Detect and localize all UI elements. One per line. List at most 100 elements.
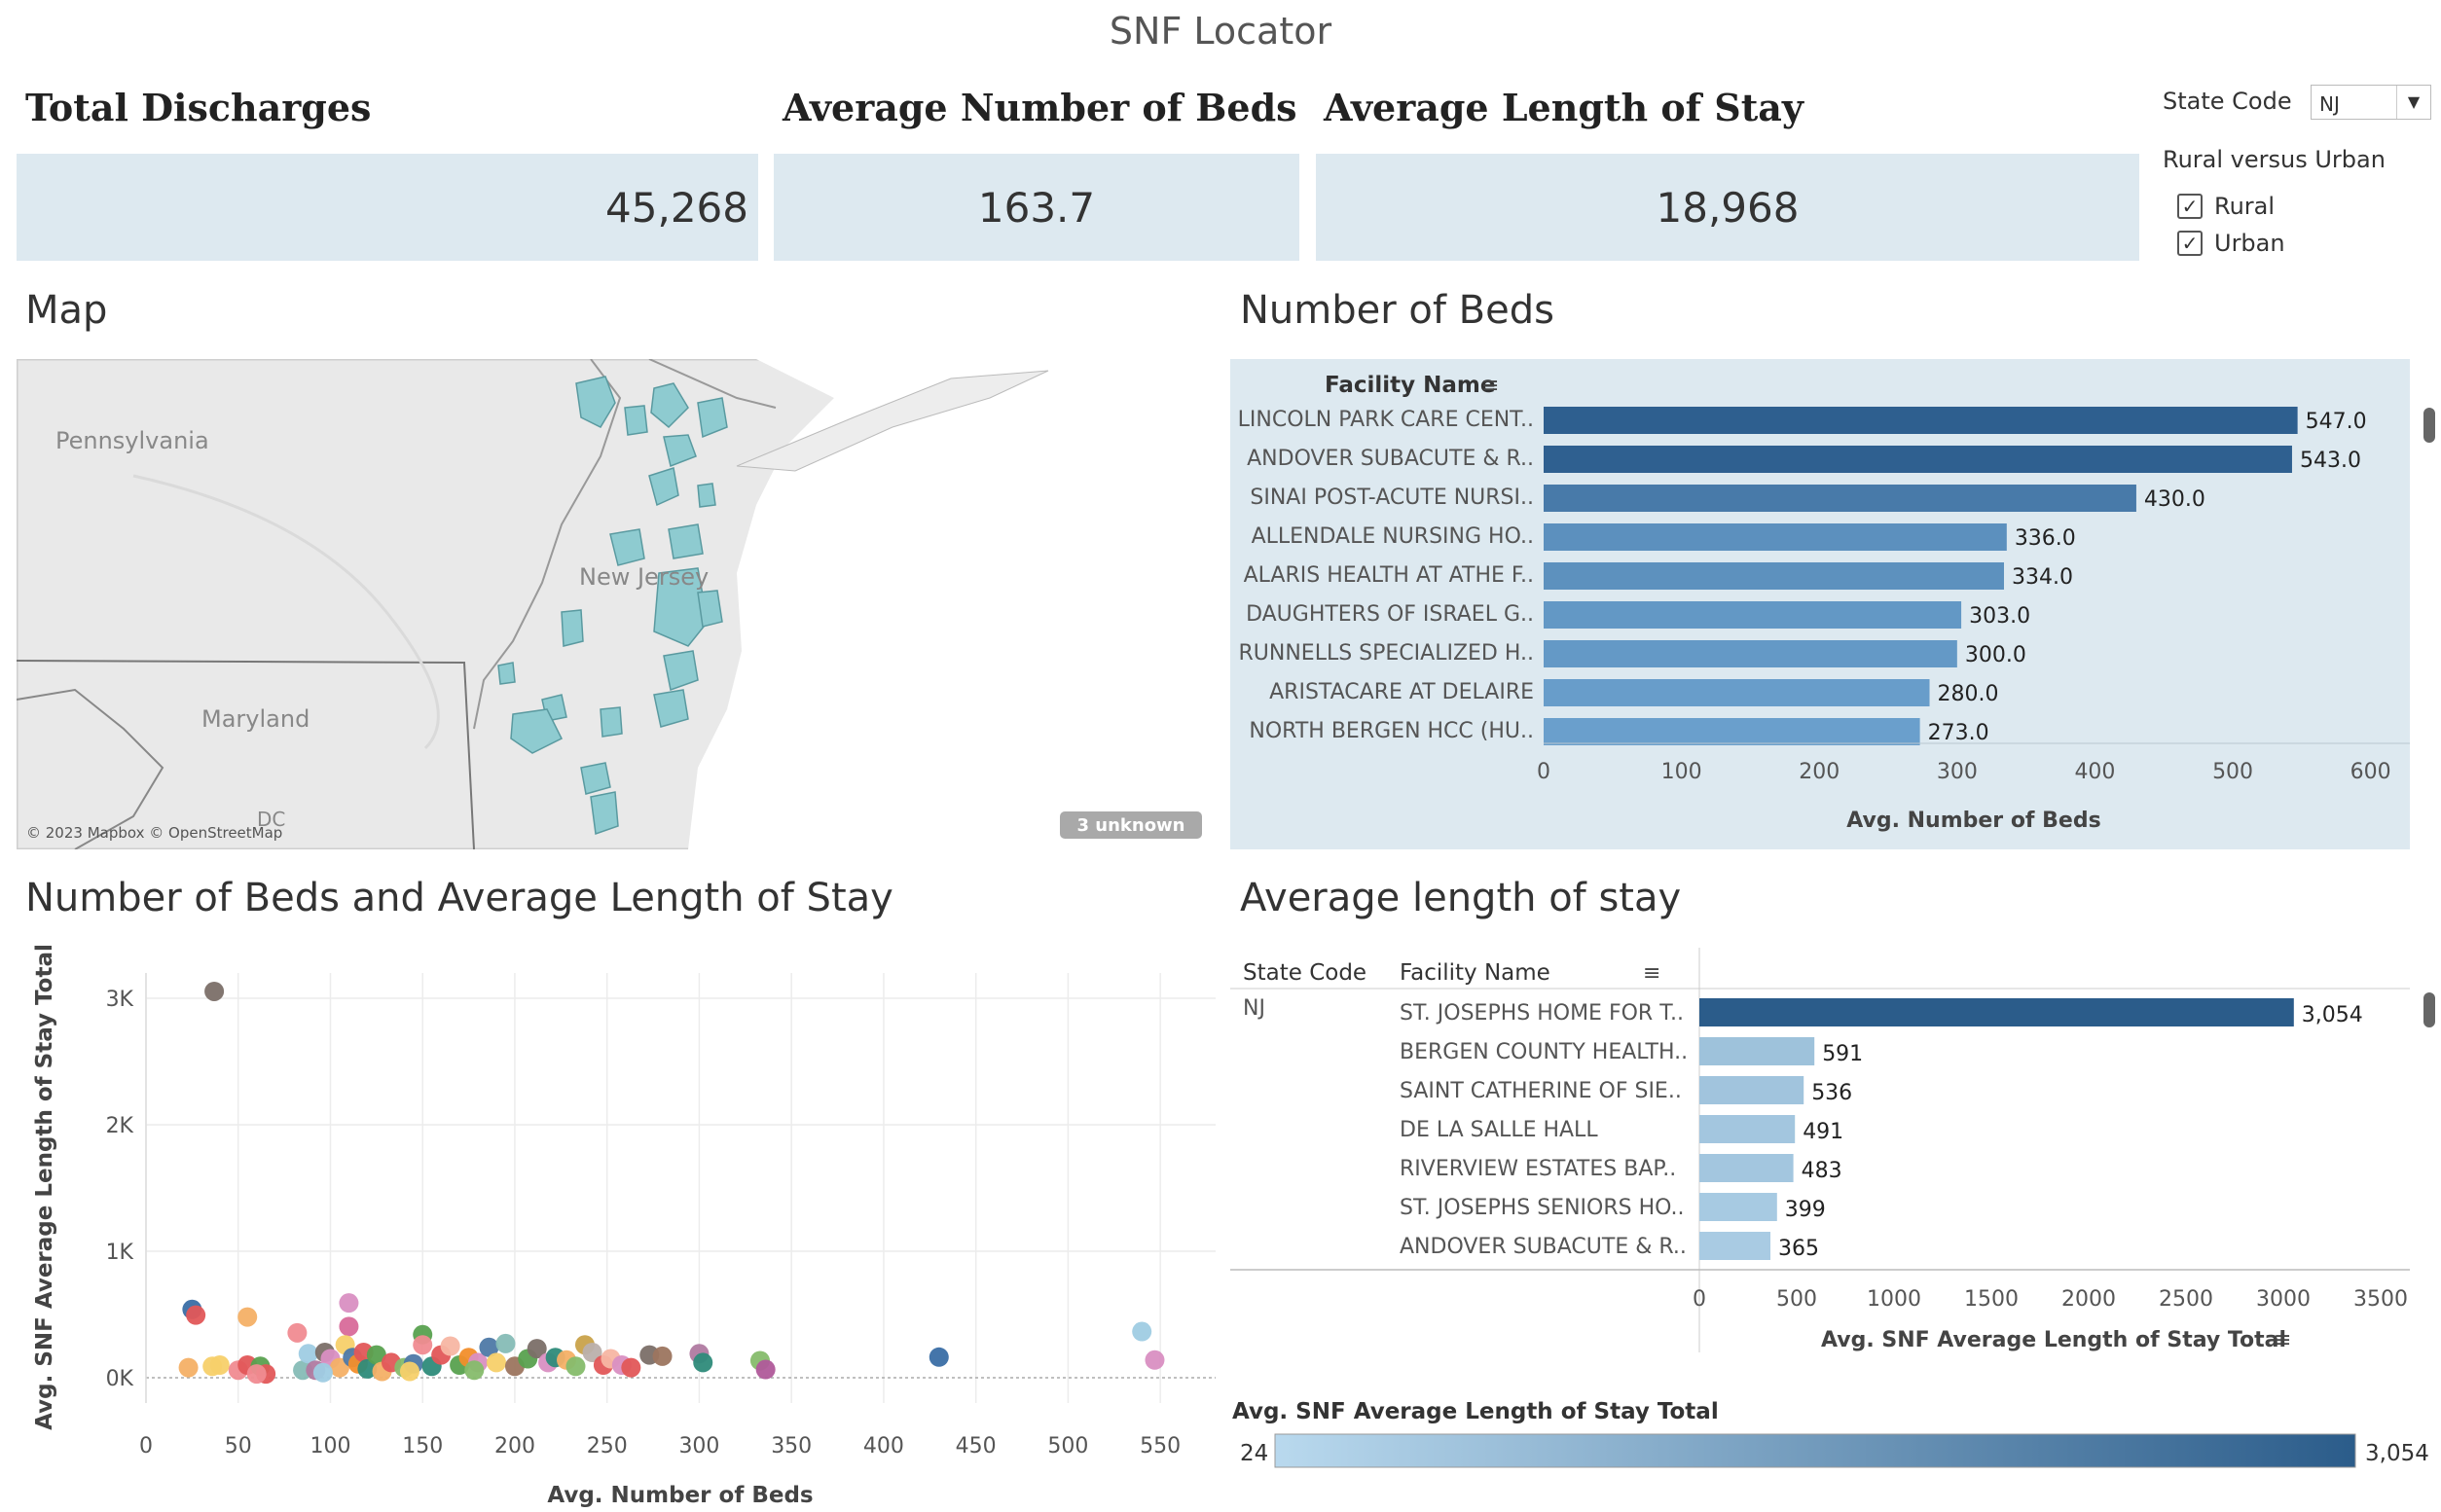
scatter-point[interactable] [755,1359,776,1380]
los-category-label[interactable]: SAINT CATHERINE OF SIE.. [1400,1079,1682,1103]
map-region[interactable] [609,528,645,566]
beds-bar[interactable] [1544,485,2136,512]
scatter-point[interactable] [237,1307,258,1327]
beds-bar[interactable] [1544,446,2292,473]
sort-icon[interactable]: ≡ [1643,961,1660,986]
map-region[interactable] [697,397,728,439]
beds-category-label[interactable]: NORTH BERGEN HCC (HU.. [1249,719,1534,743]
los-state-value[interactable]: NJ [1243,996,1265,1021]
scatter-point[interactable] [440,1336,460,1356]
beds-bar[interactable] [1544,640,1957,667]
scatter-point[interactable] [287,1322,308,1343]
scatter-point[interactable] [582,1343,602,1362]
los-category-label[interactable]: BERGEN COUNTY HEALTH.. [1400,1040,1688,1064]
map-region[interactable] [668,523,704,559]
los-facility-header[interactable]: Facility Name [1400,960,1550,986]
los-bar[interactable] [1699,1154,1794,1182]
map-view[interactable]: Pennsylvania New Jersey Maryland DC © 20… [17,359,1216,849]
map-region[interactable] [648,467,679,507]
map-region[interactable] [697,590,723,628]
scatter-point[interactable] [1132,1321,1152,1342]
beds-facility-header[interactable]: Facility Name [1325,373,1496,398]
scatter-point[interactable] [298,1344,318,1364]
los-category-label[interactable]: RIVERVIEW ESTATES BAP.. [1400,1157,1676,1181]
legend-gradient-bar[interactable] [1274,1433,2356,1468]
scatter-point[interactable] [399,1361,419,1382]
scatter-point[interactable] [621,1357,641,1378]
beds-category-label[interactable]: ANDOVER SUBACUTE & R.. [1247,447,1534,471]
scatter-point[interactable] [929,1347,949,1367]
los-category-label[interactable]: ANDOVER SUBACUTE & R.. [1400,1235,1687,1259]
scatter-point[interactable] [527,1339,547,1359]
sort-icon[interactable]: ≡ [2274,1328,2291,1352]
beds-bar[interactable] [1544,407,2298,434]
kpi-tile-total-discharges[interactable]: 45,268 [17,154,758,261]
map-region[interactable] [497,662,516,685]
kpi-tile-average-beds[interactable]: 163.7 [774,154,1299,261]
nj-facility-regions[interactable] [497,376,728,836]
urban-checkbox-label[interactable]: Urban [2214,230,2285,257]
scatter-point[interactable] [186,1305,206,1325]
beds-category-label[interactable]: ARISTACARE AT DELAIRE [1269,680,1534,704]
beds-bar[interactable] [1544,718,1920,745]
unknown-badge-label[interactable]: 3 unknown [1076,815,1184,836]
scatter-point[interactable] [479,1337,499,1357]
beds-bar[interactable] [1544,562,2004,590]
map-region[interactable] [624,405,648,436]
kpi-tile-average-length-of-stay[interactable]: 18,968 [1316,154,2139,261]
beds-category-label[interactable]: ALLENDALE NURSING HO.. [1252,524,1534,549]
state-code-dropdown[interactable]: NJ ▼ [2311,85,2431,120]
scatter-point[interactable] [209,1355,230,1375]
map-attribution[interactable]: © 2023 Mapbox © OpenStreetMap [26,824,282,842]
scatter-point[interactable] [565,1356,586,1377]
map-region[interactable] [653,567,709,647]
map-region[interactable] [653,689,689,728]
rural-checkbox[interactable]: ✓ [2177,194,2203,219]
scatter-point[interactable] [357,1358,378,1379]
sort-icon[interactable]: ≡ [1481,374,1499,398]
map-region[interactable] [600,706,623,738]
beds-bar[interactable] [1544,601,1962,629]
scatter-point[interactable] [366,1345,386,1365]
map-region[interactable] [590,791,619,836]
los-state-header[interactable]: State Code [1243,960,1366,986]
map-region[interactable] [575,376,616,428]
beds-bar[interactable] [1544,523,2007,551]
scatter-point[interactable] [693,1352,713,1373]
map-region[interactable] [663,650,699,691]
scatter-point[interactable] [339,1316,359,1337]
scatter-point[interactable] [464,1360,485,1381]
los-bar[interactable] [1699,1193,1777,1221]
beds-bar[interactable] [1544,679,1930,706]
beds-category-label[interactable]: SINAI POST-ACUTE NURSI.. [1250,486,1534,510]
scatter-point[interactable] [339,1293,359,1314]
beds-category-label[interactable]: LINCOLN PARK CARE CENT.. [1238,408,1534,432]
beds-category-label[interactable]: ALARIS HEALTH AT ATHE F.. [1244,563,1534,588]
scatter-point[interactable] [246,1364,267,1385]
map-region[interactable] [510,708,564,754]
los-bar[interactable] [1699,1037,1815,1065]
color-legend[interactable]: Avg. SNF Average Length of Stay Total 24… [1230,1386,2441,1503]
rural-checkbox-label[interactable]: Rural [2214,193,2276,220]
scatter-point[interactable] [312,1362,333,1383]
map-region[interactable] [580,762,611,795]
los-bar[interactable] [1699,1115,1796,1143]
urban-checkbox[interactable]: ✓ [2177,231,2203,256]
los-category-label[interactable]: DE LA SALLE HALL [1400,1118,1598,1142]
beds-bar-chart[interactable]: Facility Name≡ LINCOLN PARK CARE CENT.. 54… [1230,359,2441,849]
scatter-point[interactable] [1145,1350,1165,1370]
los-bar[interactable] [1699,998,2294,1026]
los-category-label[interactable]: ST. JOSEPHS HOME FOR T.. [1400,1001,1684,1026]
los-scrollbar-thumb[interactable] [2423,992,2435,1027]
los-category-label[interactable]: ST. JOSEPHS SENIORS HO.. [1400,1196,1685,1220]
beds-category-label[interactable]: DAUGHTERS OF ISRAEL G.. [1246,602,1534,627]
chevron-down-icon[interactable]: ▼ [2396,86,2430,119]
scatter-point[interactable] [413,1335,433,1355]
map-region[interactable] [650,382,689,429]
scatter-point[interactable] [487,1352,507,1373]
scatter-chart[interactable]: 0 50 100 150 200 250 300 350 400 450 500 550 0K 1K 2K 3… [17,944,1223,1512]
los-bar[interactable] [1699,1232,1770,1260]
scatter-point[interactable] [495,1333,516,1353]
map-region[interactable] [561,609,584,647]
beds-category-label[interactable]: RUNNELLS SPECIALIZED H.. [1239,641,1535,666]
